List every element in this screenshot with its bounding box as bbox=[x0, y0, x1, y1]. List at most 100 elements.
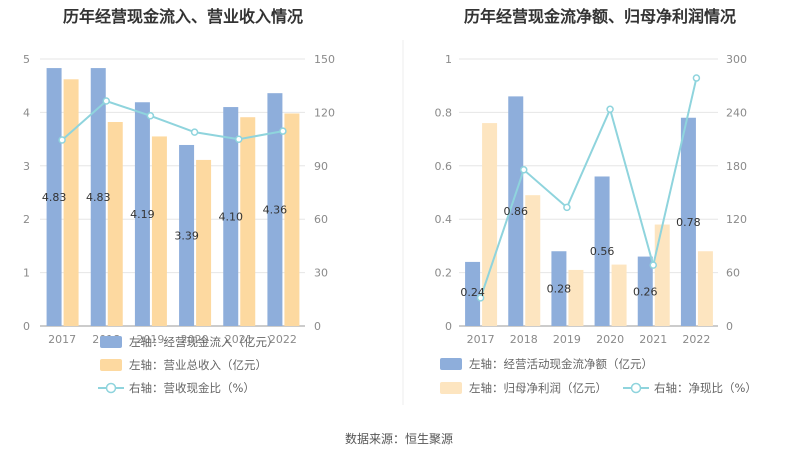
bar-data-label: 4.83 bbox=[42, 191, 67, 204]
bar-data-label: 0.26 bbox=[633, 285, 658, 298]
line-point bbox=[235, 135, 243, 144]
line-point bbox=[606, 105, 614, 114]
y-left-tick-label: 0.4 bbox=[435, 213, 453, 226]
y-right-tick-label: 0 bbox=[314, 320, 321, 333]
bar-primary bbox=[465, 261, 481, 326]
bar-data-label: 4.36 bbox=[263, 204, 288, 217]
bar-secondary bbox=[611, 264, 627, 326]
bar-primary bbox=[223, 107, 239, 326]
y-right-tick-label: 60 bbox=[726, 267, 740, 280]
legend-label: 左轴：归母净利润（亿元） bbox=[469, 381, 607, 395]
legend-swatch bbox=[440, 382, 462, 394]
chart-right-netcash-profit: 0 0.2 0.4 0.6 0.8 1 0 60 120 180 240 300 2017 2018 201… bbox=[435, 53, 757, 395]
bar-data-label: 4.83 bbox=[86, 191, 111, 204]
bar-primary bbox=[179, 144, 195, 326]
legend-label: 左轴：经营现金流入（亿元） bbox=[129, 335, 279, 349]
bar-secondary bbox=[196, 159, 212, 326]
legend-label: 右轴：净现比（%） bbox=[654, 381, 757, 395]
bar-primary bbox=[637, 256, 653, 326]
bar-primary bbox=[508, 96, 524, 326]
line-point bbox=[102, 97, 110, 105]
bar-secondary bbox=[107, 122, 123, 327]
legend-label: 右轴：营收现金比（%） bbox=[129, 381, 255, 395]
chart-left-cashflow-revenue: 0123450306090120150201720182019202020212… bbox=[23, 53, 335, 395]
bar-data-label: 0.28 bbox=[547, 283, 572, 296]
bar-secondary bbox=[482, 123, 498, 326]
y-left-tick-label: 3 bbox=[23, 160, 30, 173]
y-right-tick-label: 150 bbox=[314, 53, 335, 66]
line-point bbox=[190, 128, 199, 136]
bar-secondary bbox=[284, 113, 300, 326]
y-left-tick-label: 5 bbox=[23, 53, 30, 66]
legend-swatch bbox=[100, 359, 122, 371]
x-tick-label: 2017 bbox=[467, 333, 495, 346]
legend-label: 左轴：营业总收入（亿元） bbox=[129, 358, 267, 372]
x-tick-label: 2020 bbox=[181, 333, 209, 346]
legend-line-marker bbox=[630, 382, 642, 394]
bar-primary bbox=[680, 117, 696, 327]
y-right-tick-label: 120 bbox=[314, 106, 335, 119]
chart-title-right: 历年经营现金流净额、归母净利润情况 bbox=[464, 7, 736, 26]
bar-data-label: 0.24 bbox=[460, 286, 485, 299]
x-tick-label: 2019 bbox=[136, 333, 164, 346]
x-tick-label: 2021 bbox=[225, 333, 253, 346]
x-tick-label: 2020 bbox=[596, 333, 624, 346]
bar-primary bbox=[46, 68, 62, 326]
data-source: 数据来源：恒生聚源 bbox=[345, 431, 453, 446]
y-left-tick-label: 0.6 bbox=[435, 160, 453, 173]
line-point bbox=[476, 294, 485, 302]
line-point bbox=[58, 136, 66, 144]
y-left-tick-label: 4 bbox=[23, 106, 30, 119]
bar-secondary bbox=[151, 136, 167, 326]
bar-data-label: 4.10 bbox=[219, 211, 244, 224]
y-right-tick-label: 120 bbox=[726, 213, 747, 226]
x-tick-label: 2021 bbox=[639, 333, 667, 346]
bar-secondary bbox=[63, 79, 79, 327]
line-point bbox=[563, 203, 571, 212]
bar-data-label: 0.78 bbox=[676, 216, 701, 229]
legend-label: 左轴：经营活动现金流净额（亿元） bbox=[469, 357, 653, 371]
bar-primary bbox=[134, 102, 150, 326]
y-left-tick-label: 0 bbox=[23, 320, 30, 333]
y-right-tick-label: 0 bbox=[726, 320, 733, 333]
bar-data-label: 3.39 bbox=[174, 229, 199, 242]
bar-primary bbox=[551, 251, 567, 326]
legend-swatch bbox=[440, 358, 462, 370]
series-line bbox=[61, 99, 284, 141]
y-right-tick-label: 240 bbox=[726, 106, 747, 119]
x-tick-label: 2022 bbox=[682, 333, 710, 346]
x-tick-label: 2018 bbox=[510, 333, 538, 346]
y-right-tick-label: 90 bbox=[314, 160, 328, 173]
line-point bbox=[146, 112, 155, 120]
bar-primary bbox=[267, 93, 283, 327]
x-tick-label: 2022 bbox=[269, 333, 297, 346]
legend-swatch bbox=[100, 336, 122, 348]
y-left-tick-label: 0.2 bbox=[435, 267, 453, 280]
bar-secondary bbox=[568, 269, 584, 326]
bar-secondary bbox=[697, 251, 713, 326]
bar-secondary bbox=[525, 195, 541, 326]
y-left-tick-label: 1 bbox=[23, 267, 30, 280]
y-right-tick-label: 180 bbox=[726, 160, 747, 173]
bar-primary bbox=[594, 176, 610, 326]
bar-secondary bbox=[240, 117, 256, 327]
line-point bbox=[279, 127, 287, 135]
line-point bbox=[692, 74, 701, 82]
y-left-tick-label: 2 bbox=[23, 213, 30, 226]
line-point bbox=[520, 166, 528, 174]
bar-data-label: 4.19 bbox=[130, 208, 155, 221]
bar-secondary bbox=[654, 224, 670, 326]
bar-data-label: 0.86 bbox=[504, 205, 529, 218]
line-point bbox=[649, 261, 657, 269]
legend-line-marker bbox=[105, 382, 117, 394]
y-left-tick-label: 0 bbox=[445, 320, 452, 333]
y-left-tick-label: 1 bbox=[445, 53, 452, 66]
chart-title-left: 历年经营现金流入、营业收入情况 bbox=[63, 7, 303, 26]
x-tick-label: 2017 bbox=[48, 333, 76, 346]
bar-data-label: 0.56 bbox=[590, 245, 615, 258]
y-right-tick-label: 300 bbox=[726, 53, 747, 66]
x-tick-label: 2019 bbox=[553, 333, 581, 346]
y-right-tick-label: 30 bbox=[314, 267, 328, 280]
y-left-tick-label: 0.8 bbox=[435, 106, 453, 119]
